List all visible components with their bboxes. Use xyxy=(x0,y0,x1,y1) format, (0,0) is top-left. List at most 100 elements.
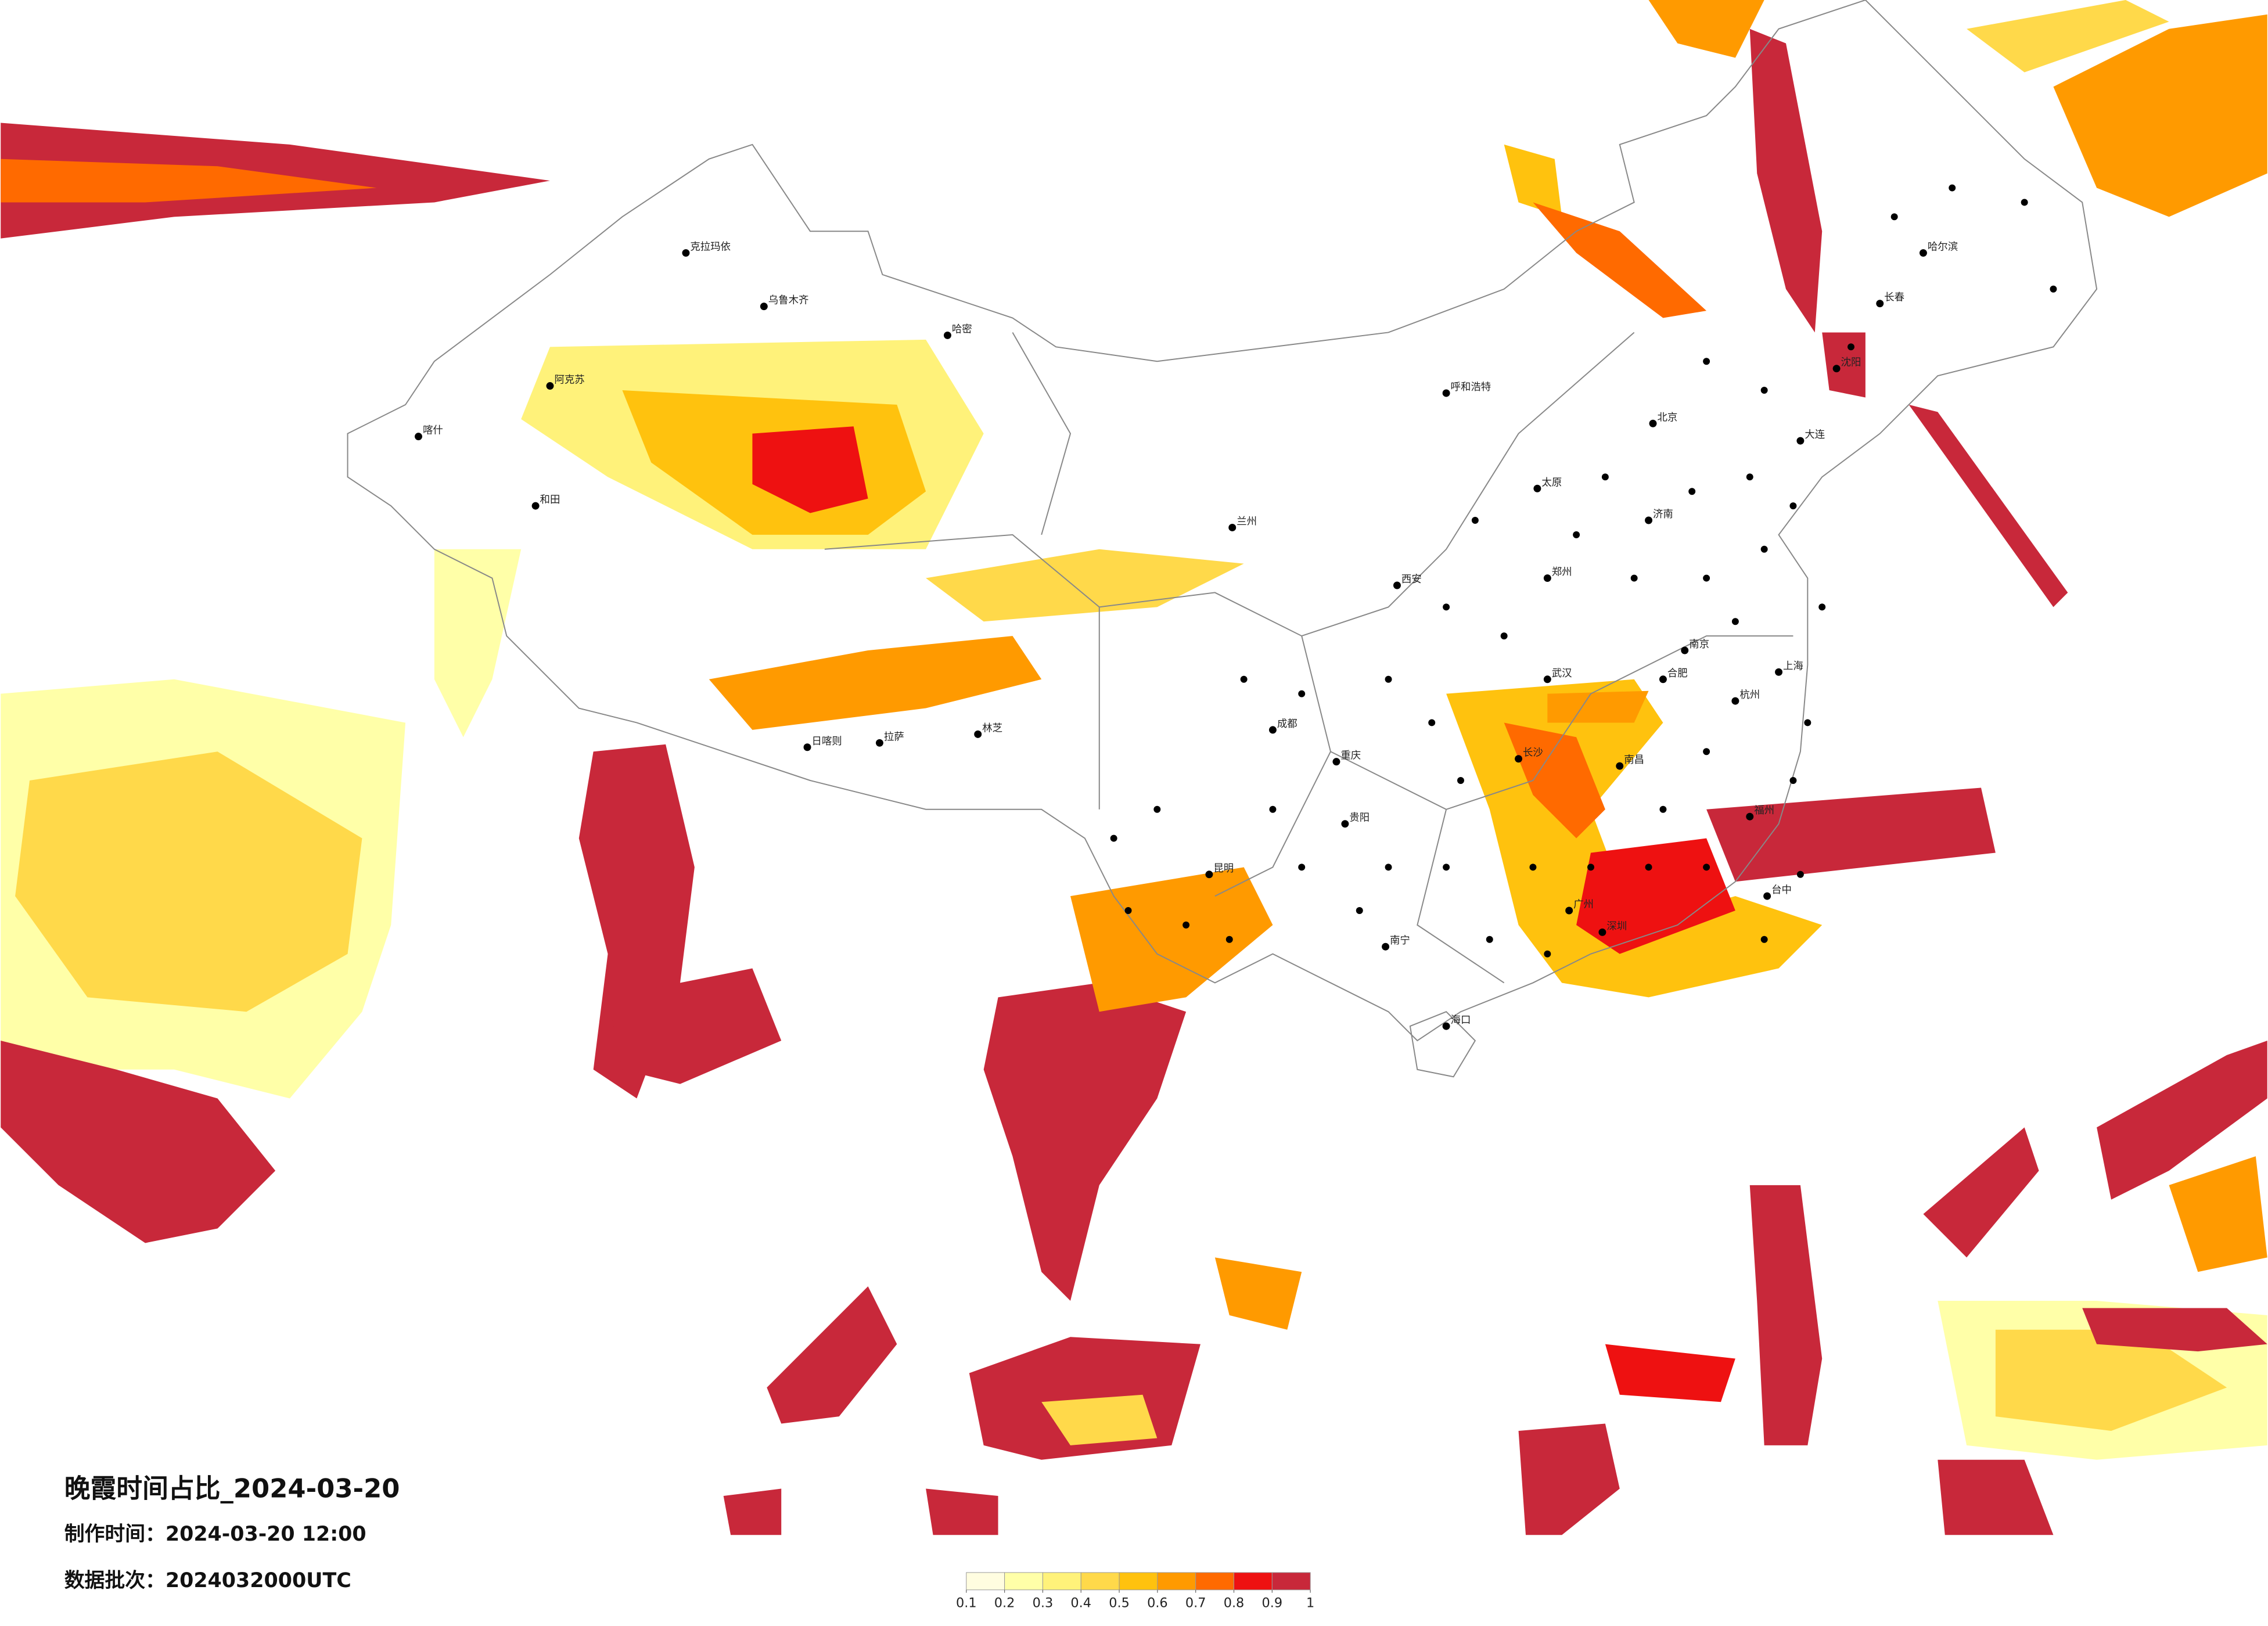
city-label: 昆明 xyxy=(1213,863,1234,875)
city-label: 南京 xyxy=(1689,639,1709,650)
city-dot xyxy=(531,502,540,510)
province-border xyxy=(824,332,1793,984)
city-dot xyxy=(2021,199,2028,206)
city-dot xyxy=(1205,870,1213,879)
blob xyxy=(2053,14,2267,217)
city-dot xyxy=(1587,864,1594,871)
blob xyxy=(1518,1423,1620,1535)
city-label: 合肥 xyxy=(1667,668,1688,679)
city-label: 乌鲁木齐 xyxy=(768,295,809,307)
blob xyxy=(752,426,868,513)
color-swatch xyxy=(1042,1572,1081,1591)
blob xyxy=(709,636,1042,730)
tick-label: 0.1 xyxy=(956,1596,977,1611)
city-dot xyxy=(1486,936,1493,943)
color-swatch xyxy=(1004,1572,1043,1591)
blob xyxy=(1605,1344,1735,1402)
city-dot xyxy=(1789,502,1797,510)
city-dot xyxy=(1228,523,1237,531)
blob xyxy=(926,1488,998,1535)
city-label: 克拉玛依 xyxy=(690,242,731,253)
city-label: 广州 xyxy=(1573,899,1594,911)
blob xyxy=(2097,1041,2267,1200)
blob xyxy=(767,1286,897,1424)
city-dot xyxy=(1746,812,1754,821)
city-dot xyxy=(1500,632,1508,640)
blob xyxy=(1070,867,1273,1012)
blob xyxy=(15,751,362,1012)
city-label: 贵阳 xyxy=(1349,812,1370,824)
blob xyxy=(1,1041,276,1243)
city-dot xyxy=(415,433,422,441)
city-dot xyxy=(2050,285,2057,293)
color-swatch xyxy=(1080,1572,1120,1591)
blob xyxy=(1995,1329,2227,1431)
city-label: 日喀则 xyxy=(811,736,842,747)
city-dot xyxy=(1457,777,1464,784)
city-dot xyxy=(1703,864,1710,871)
blob xyxy=(608,968,782,1084)
city-dot xyxy=(875,739,883,747)
tick-label: 0.7 xyxy=(1185,1596,1206,1611)
city-label: 成都 xyxy=(1277,718,1297,730)
city-dot xyxy=(1645,516,1653,524)
city-dot xyxy=(1565,906,1573,915)
blob xyxy=(1648,0,1764,58)
city-dot xyxy=(1796,437,1805,445)
city-dot xyxy=(1949,184,1956,192)
island xyxy=(1409,1011,1476,1078)
city-dot xyxy=(1385,675,1392,683)
city-dot xyxy=(1393,581,1401,589)
blob xyxy=(1,159,377,203)
cloud-field xyxy=(1,0,2267,1535)
city-dot xyxy=(1298,864,1306,871)
city-label: 长沙 xyxy=(1523,747,1543,759)
city-label: 太原 xyxy=(1541,477,1562,488)
city-dot xyxy=(1681,646,1689,654)
color-swatch xyxy=(1195,1572,1235,1591)
city-label: 杭州 xyxy=(1739,689,1760,701)
blob xyxy=(1533,202,1707,318)
color-swatch xyxy=(1119,1572,1158,1591)
city-dot xyxy=(1659,805,1667,813)
title: 晚霞时间占比_2024-03-20 xyxy=(64,1473,400,1503)
city-label: 哈密 xyxy=(952,323,972,335)
city-dot xyxy=(1332,758,1340,766)
city-dot xyxy=(1616,762,1624,770)
tick-label: 0.9 xyxy=(1262,1596,1283,1611)
city-dot xyxy=(1110,834,1117,842)
city-dot xyxy=(1703,358,1710,365)
city-label: 海口 xyxy=(1451,1015,1471,1026)
tick-label: 0.3 xyxy=(1033,1596,1054,1611)
city-label: 阿克苏 xyxy=(554,375,584,386)
city-dot xyxy=(1268,726,1277,734)
blob xyxy=(1923,1127,2039,1258)
city-dot xyxy=(1876,300,1884,308)
city-label: 南宁 xyxy=(1390,935,1410,947)
city-dot xyxy=(1763,892,1771,900)
blob xyxy=(1938,1459,2054,1535)
city-dot xyxy=(682,249,690,257)
city-dot xyxy=(1746,473,1753,481)
blob xyxy=(1749,1185,1823,1445)
batch: 数据批次：2024032000UTC xyxy=(64,1569,351,1592)
city-dot xyxy=(760,303,768,311)
city-dot xyxy=(1804,719,1811,726)
city-label: 兰州 xyxy=(1237,516,1257,527)
city-dot xyxy=(803,743,811,751)
city-dot xyxy=(1471,517,1479,524)
blob xyxy=(1214,1257,1302,1330)
city-dot xyxy=(1341,820,1349,828)
city-dot xyxy=(1153,805,1161,813)
colorbar: 0.1 0.2 0.3 0.4 0.5 0.6 0.7 0.8 0.9 1 xyxy=(956,1572,1314,1611)
city-dot xyxy=(1240,675,1248,683)
city-label: 林芝 xyxy=(982,722,1002,734)
city-dot xyxy=(1703,574,1710,582)
city-label: 上海 xyxy=(1783,660,1803,672)
city-dot xyxy=(1818,603,1826,611)
city-dot xyxy=(1543,675,1551,684)
city-dot xyxy=(1919,249,1927,257)
blob xyxy=(1504,144,1562,217)
city-label: 哈尔滨 xyxy=(1928,242,1958,253)
